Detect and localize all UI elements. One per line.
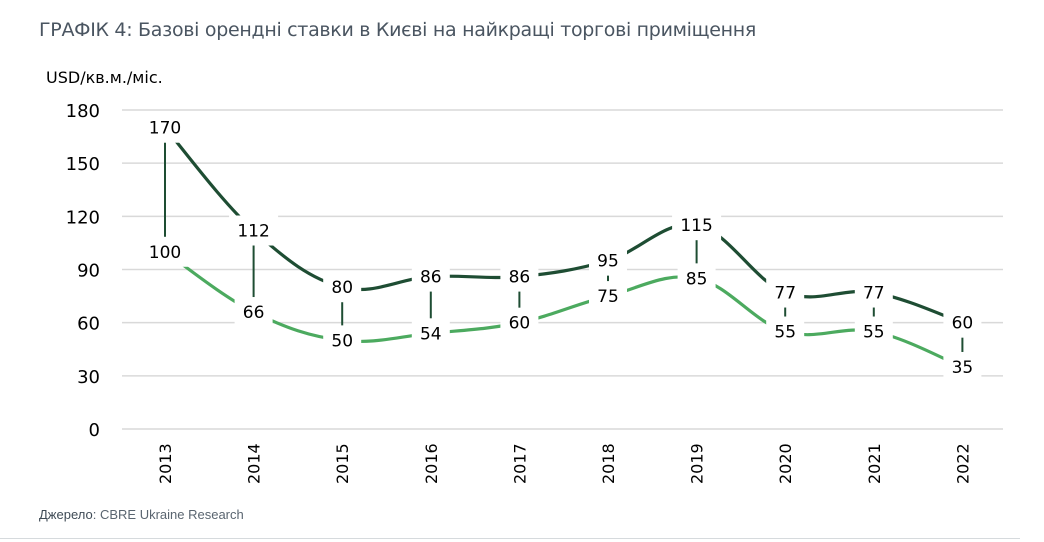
y-axis-label: USD/кв.м./міс. xyxy=(46,68,163,87)
x-tick-label: 2016 xyxy=(422,443,441,484)
x-tick-label: 2018 xyxy=(599,443,618,484)
data-label-bg xyxy=(234,297,273,328)
source-text: : CBRE Ukraine Research xyxy=(92,507,244,522)
data-label-bg xyxy=(140,112,190,143)
data-label: 112 xyxy=(237,222,269,242)
data-label-bg xyxy=(589,245,627,276)
chart-title: ГРАФІК 4: Базові орендні ставки в Києві … xyxy=(39,19,756,41)
data-label-bg xyxy=(672,210,722,241)
data-label: 50 xyxy=(331,331,353,351)
data-labels: 170 112 80 86 86 95 115 77 77 60 100 66 50 54 60 75 85 55… xyxy=(140,112,982,382)
data-label-bg xyxy=(500,261,539,292)
y-tick-label: 180 xyxy=(66,101,100,122)
data-label-bg xyxy=(766,277,805,308)
x-tick-label: 2020 xyxy=(776,443,795,484)
data-label: 85 xyxy=(686,269,708,289)
x-tick-label: 2019 xyxy=(688,443,707,484)
data-label: 77 xyxy=(774,284,796,304)
data-label-bg xyxy=(854,316,893,347)
data-label-bg xyxy=(140,236,190,267)
data-label: 115 xyxy=(680,216,712,236)
data-label-bg xyxy=(943,307,982,338)
source-note: Джерело: CBRE Ukraine Research xyxy=(39,507,244,522)
series-lines xyxy=(163,126,964,369)
data-label-bg xyxy=(766,316,805,347)
y-tick-label: 150 xyxy=(66,154,100,175)
data-label: 75 xyxy=(597,287,619,307)
data-label-bg xyxy=(854,277,893,308)
source-label: Джерело xyxy=(39,507,93,522)
x-tick-label: 2013 xyxy=(156,443,175,484)
y-axis-ticks: 0 30 60 90 120 150 180 xyxy=(66,101,100,441)
data-label: 86 xyxy=(509,268,531,288)
x-tick-label: 2015 xyxy=(333,443,352,484)
data-label-bg xyxy=(229,215,279,246)
data-label: 66 xyxy=(243,303,265,323)
data-label-bg xyxy=(589,281,627,312)
data-label: 55 xyxy=(774,323,796,343)
data-label-bg xyxy=(943,351,982,382)
x-axis-ticks: 2013 2014 2015 2016 2017 2018 2019 2020 2021 2022 xyxy=(156,443,972,484)
bottom-divider xyxy=(0,538,1020,539)
data-label: 80 xyxy=(331,278,353,298)
y-tick-label: 30 xyxy=(77,367,100,388)
data-label: 77 xyxy=(863,284,885,304)
data-label: 95 xyxy=(597,252,619,272)
data-label-bg xyxy=(323,325,362,356)
y-tick-label: 60 xyxy=(77,314,100,335)
data-label-bg xyxy=(500,307,539,338)
y-tick-label: 90 xyxy=(77,261,100,282)
data-label: 35 xyxy=(952,358,974,378)
data-label-bg xyxy=(323,272,362,303)
data-label: 55 xyxy=(863,323,885,343)
data-label: 170 xyxy=(149,119,181,139)
data-label: 100 xyxy=(149,243,181,263)
data-label-bg xyxy=(411,261,450,292)
data-label: 54 xyxy=(420,324,442,344)
data-label: 60 xyxy=(952,314,974,334)
x-tick-label: 2022 xyxy=(953,443,972,484)
data-label: 60 xyxy=(509,314,531,334)
x-tick-label: 2017 xyxy=(510,443,529,484)
x-tick-label: 2021 xyxy=(865,443,884,484)
x-tick-label: 2014 xyxy=(245,443,264,484)
data-label-bg xyxy=(411,318,450,349)
y-tick-label: 120 xyxy=(66,207,100,228)
y-tick-label: 0 xyxy=(89,420,100,441)
series-line-lower xyxy=(163,250,964,369)
series-line-upper xyxy=(163,126,964,325)
data-label: 86 xyxy=(420,268,442,288)
data-label-bg xyxy=(677,263,716,294)
